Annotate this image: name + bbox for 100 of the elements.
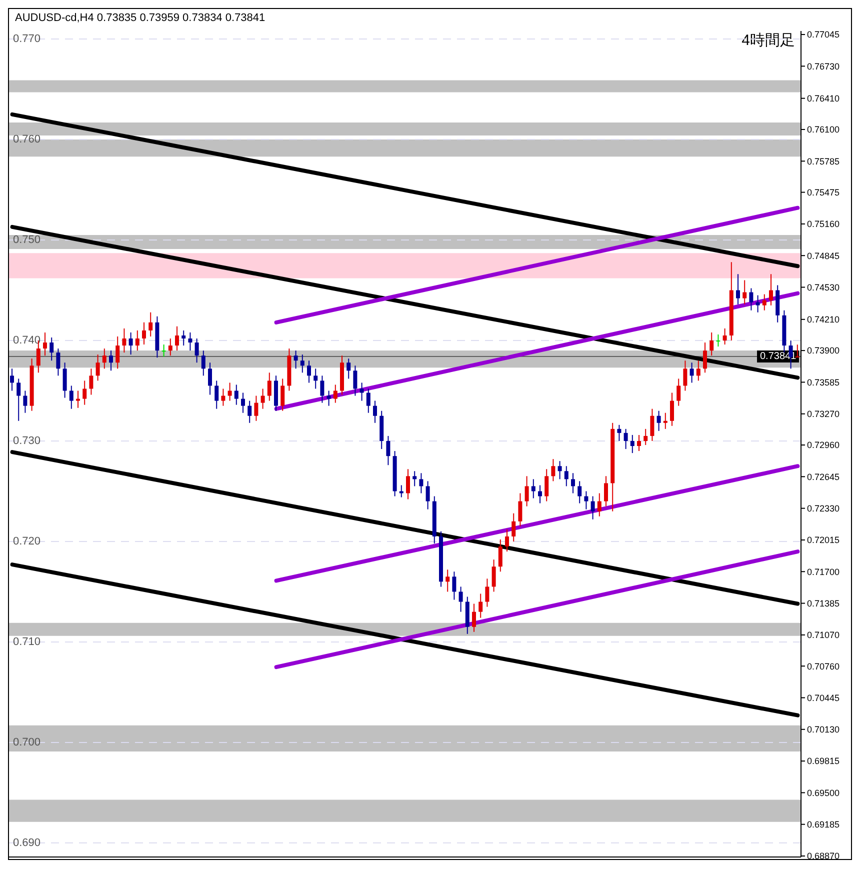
ref-line-label: 0.700 xyxy=(13,736,41,748)
candlestick xyxy=(16,378,21,422)
y-tick-label: 0.71700 xyxy=(807,566,840,577)
ref-line-label: 0.770 xyxy=(13,33,41,46)
candlestick xyxy=(472,603,476,632)
candlestick xyxy=(795,344,800,358)
candlestick xyxy=(373,400,377,424)
candlestick xyxy=(122,328,126,354)
y-tick-label: 0.75785 xyxy=(807,156,840,166)
y-tick-label: 0.73270 xyxy=(807,409,840,420)
candlestick xyxy=(749,288,754,311)
candlestick xyxy=(650,408,654,442)
candlestick xyxy=(142,322,146,346)
candlestick xyxy=(162,344,166,358)
ref-line-label: 0.720 xyxy=(13,535,41,548)
candlestick xyxy=(221,388,226,406)
y-tick-label: 0.68870 xyxy=(807,851,840,862)
y-tick-label: 0.72645 xyxy=(807,472,840,482)
candlestick xyxy=(399,484,404,498)
y-tick-label: 0.69815 xyxy=(807,756,840,766)
y-tick-label: 0.75475 xyxy=(807,187,840,198)
candlestick xyxy=(76,390,80,408)
candlestick xyxy=(564,466,568,487)
candlestick xyxy=(426,480,430,510)
candlestick xyxy=(62,362,67,398)
candlestick xyxy=(624,428,628,450)
candlestick xyxy=(630,434,634,454)
candlestick xyxy=(703,342,707,374)
candlestick xyxy=(544,468,549,502)
candlestick xyxy=(175,326,179,352)
y-tick-label: 0.74530 xyxy=(807,282,840,292)
y-tick-label: 0.75160 xyxy=(807,219,840,230)
candlestick xyxy=(485,578,490,608)
ref-line-label: 0.740 xyxy=(13,334,41,346)
ref-line-label: 0.710 xyxy=(13,636,41,648)
candlestick xyxy=(102,348,106,370)
y-tick-label: 0.70445 xyxy=(807,692,840,703)
candlestick xyxy=(234,384,238,406)
candlestick xyxy=(194,338,199,364)
candlestick xyxy=(182,330,186,346)
candlestick xyxy=(571,472,575,494)
y-tick-label: 0.70130 xyxy=(807,724,840,735)
candlestick xyxy=(756,294,760,313)
candlestick xyxy=(670,392,674,426)
candlestick xyxy=(360,382,364,402)
y-tick-label: 0.71070 xyxy=(807,630,840,640)
candlestick xyxy=(538,484,542,504)
y-tick-label: 0.73585 xyxy=(807,377,840,388)
candlestick xyxy=(314,368,318,390)
y-tick-label: 0.76730 xyxy=(807,61,840,72)
candlestick xyxy=(353,365,358,396)
candlestick xyxy=(406,468,410,500)
candlestick xyxy=(505,528,509,552)
candlestick xyxy=(228,382,232,402)
candlestick xyxy=(551,458,556,482)
y-tick-label: 0.69185 xyxy=(807,820,840,830)
candlestick xyxy=(597,492,602,517)
y-tick-label: 0.72330 xyxy=(807,504,840,514)
y-tick-label: 0.73900 xyxy=(807,346,840,356)
candlestick xyxy=(604,476,608,507)
candlestick xyxy=(294,350,298,370)
candlestick xyxy=(644,428,648,446)
candlestick xyxy=(676,378,681,406)
candlestick xyxy=(333,384,338,404)
candlestick xyxy=(531,478,536,499)
candlestick xyxy=(300,354,304,374)
candlestick xyxy=(478,593,483,618)
candlestick xyxy=(769,274,773,306)
candlestick xyxy=(637,434,641,452)
candlestick xyxy=(248,400,252,424)
candlestick xyxy=(524,476,529,507)
ref-line-label: 0.730 xyxy=(13,434,41,447)
y-tick-label: 0.70760 xyxy=(807,661,840,672)
candlestick xyxy=(683,360,688,392)
candlestick xyxy=(201,350,206,376)
candlestick xyxy=(280,378,285,412)
candlestick xyxy=(69,385,74,410)
candlestick xyxy=(663,412,668,430)
candlestick xyxy=(208,362,212,396)
candlestick xyxy=(214,380,219,410)
candlestick xyxy=(590,496,595,520)
candlestick xyxy=(43,332,47,356)
y-tick-label: 0.72960 xyxy=(807,440,840,450)
candlestick xyxy=(412,470,417,487)
y-tick-label: 0.72015 xyxy=(807,535,840,546)
candlestick xyxy=(696,360,700,382)
candlestick xyxy=(722,328,727,346)
candlestick xyxy=(267,372,272,402)
candlestick xyxy=(260,388,265,410)
chart-title: AUDUSD-cd,H4 0.73835 0.73959 0.73834 0.73841 xyxy=(14,11,266,26)
y-tick-label: 0.69500 xyxy=(807,788,840,798)
candlestick xyxy=(23,390,28,414)
ref-line-label: 0.760 xyxy=(13,134,41,146)
candlestick xyxy=(89,368,94,396)
y-tick-label: 0.76100 xyxy=(807,124,840,135)
candlestick xyxy=(116,336,120,370)
candlestick xyxy=(10,368,14,392)
candlestick xyxy=(742,280,747,305)
candlestick xyxy=(148,312,153,337)
candlestick xyxy=(736,274,740,305)
